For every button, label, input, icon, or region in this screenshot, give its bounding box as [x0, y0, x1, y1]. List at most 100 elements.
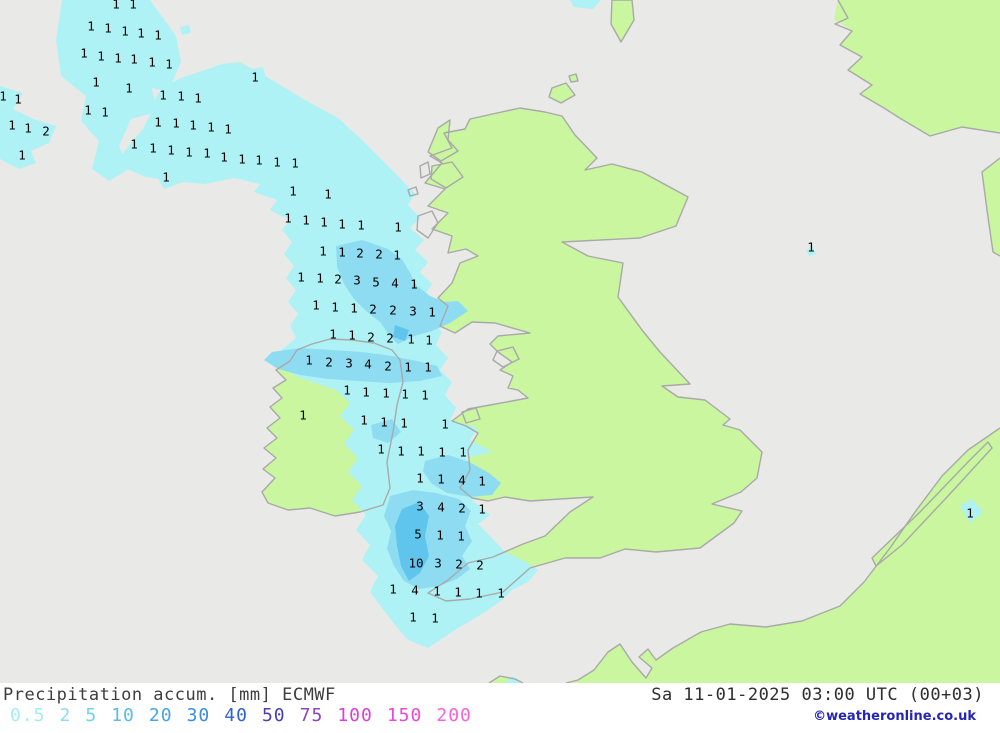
precip-value: 1 — [162, 170, 170, 185]
precip-value: 2 — [325, 355, 333, 370]
precip-value: 1 — [125, 81, 133, 96]
precip-value: 1 — [148, 55, 156, 70]
precip-value: 1 — [238, 152, 246, 167]
precip-value: 3 — [345, 356, 353, 371]
island-shetland — [611, 0, 634, 42]
precip-value: 1 — [121, 24, 129, 39]
precip-value: 1 — [421, 388, 429, 403]
precip-value: 3 — [434, 556, 442, 571]
coast-islay — [416, 210, 439, 239]
precip-value: 1 — [380, 415, 388, 430]
precip-value: 1 — [410, 277, 418, 292]
precip-patch-small-e — [806, 247, 816, 256]
precip-value: 4 — [411, 583, 419, 598]
precip-value: 1 — [114, 51, 122, 66]
precip-value: 2 — [455, 557, 463, 572]
precip-value: 1 — [129, 0, 137, 12]
precip-value: 2 — [389, 303, 397, 318]
precip-value: 1 — [203, 146, 211, 161]
island-anglesey — [462, 408, 480, 423]
coast-orkney-north — [568, 73, 579, 83]
precip-value: 1 — [324, 187, 332, 202]
precip-value: 1 — [291, 156, 299, 171]
precip-value: 2 — [458, 501, 466, 516]
legend-value-2: 2 — [59, 705, 72, 726]
land-denmark — [982, 158, 1000, 256]
precip-value: 1 — [167, 143, 175, 158]
precip-value: 1 — [331, 300, 339, 315]
precip-patch-netherlands — [960, 499, 983, 523]
precip-value: 1 — [130, 52, 138, 67]
precip-value: 1 — [18, 148, 26, 163]
precip-value: 1 — [437, 472, 445, 487]
legend-value-75: 75 — [299, 705, 324, 726]
precip-dark-layer — [393, 325, 429, 581]
precip-patch-channel-edge — [505, 676, 521, 683]
precip-value: 1 — [428, 305, 436, 320]
precip-value: 2 — [369, 302, 377, 317]
coast-ireland — [261, 338, 404, 517]
coast-lewis — [427, 119, 459, 162]
precip-value: 1 — [104, 21, 112, 36]
precip-legend: 0.5 2 5 10 20 30 40 50 75 100 150 200 — [10, 705, 472, 726]
precip-value: 1 — [393, 248, 401, 263]
coast-skye — [430, 161, 464, 189]
precip-value: 1 — [338, 245, 346, 260]
legend-value-30: 30 — [186, 705, 211, 726]
precip-value: 2 — [384, 359, 392, 374]
precip-value: 10 — [408, 556, 423, 571]
precip-value: 1 — [357, 218, 365, 233]
precip-value: 1 — [382, 386, 390, 401]
precip-value: 1 — [130, 137, 138, 152]
coastline-layer — [261, 0, 1000, 683]
precip-dark-celtic-core — [395, 502, 429, 581]
precip-patch-small-c — [180, 25, 191, 35]
precip-value: 2 — [42, 124, 50, 139]
precip-patch-small-d — [570, 0, 601, 9]
precip-value: 1 — [220, 150, 228, 165]
precip-value: 1 — [97, 49, 105, 64]
precip-value: 2 — [356, 246, 364, 261]
precip-value: 3 — [353, 273, 361, 288]
precip-value: 1 — [154, 115, 162, 130]
precip-value: 2 — [476, 558, 484, 573]
precip-value: 1 — [159, 88, 167, 103]
precip-value: 1 — [316, 271, 324, 286]
precip-value: 1 — [424, 360, 432, 375]
precip-value: 1 — [224, 122, 232, 137]
precip-value: 1 — [189, 118, 197, 133]
land-continent — [566, 428, 1000, 683]
coast-orkney — [548, 82, 576, 104]
precip-value: 1 — [338, 217, 346, 232]
precip-med-ireland-band — [264, 348, 442, 383]
precip-value: 2 — [375, 247, 383, 262]
precip-value: 1 — [0, 89, 7, 104]
coast-great-britain — [424, 107, 763, 602]
credit-link[interactable]: ©weatheronline.co.uk — [813, 709, 976, 724]
product-title: Precipitation accum. [mm] ECMWF — [3, 685, 336, 705]
precip-value: 3 — [409, 304, 417, 319]
precip-med-irish-sea — [336, 240, 468, 344]
footer-bar: Precipitation accum. [mm] ECMWF Sa 11-01… — [0, 683, 1000, 733]
precip-value: 1 — [478, 474, 486, 489]
precip-value: 4 — [458, 473, 466, 488]
precip-value: 1 — [966, 506, 974, 521]
precip-value: 1 — [404, 360, 412, 375]
legend-value-0.5: 0.5 — [10, 705, 46, 726]
precip-value: 1 — [362, 385, 370, 400]
precip-patch-west-edge — [0, 86, 56, 169]
land-frisian-sliver — [872, 442, 992, 566]
precip-value: 1 — [87, 19, 95, 34]
precip-blob-northwest — [56, 0, 181, 181]
precip-value: 1 — [436, 528, 444, 543]
coast-shetland — [610, 0, 635, 43]
precip-value: 1 — [92, 75, 100, 90]
precip-value: 1 — [299, 408, 307, 423]
precip-value: 1 — [425, 333, 433, 348]
precip-value: 1 — [497, 586, 505, 601]
precip-value: 1 — [207, 120, 215, 135]
coast-norway — [834, 0, 1000, 137]
precip-value: 1 — [154, 28, 162, 43]
precip-value: 1 — [172, 116, 180, 131]
precip-value: 1 — [14, 92, 22, 107]
